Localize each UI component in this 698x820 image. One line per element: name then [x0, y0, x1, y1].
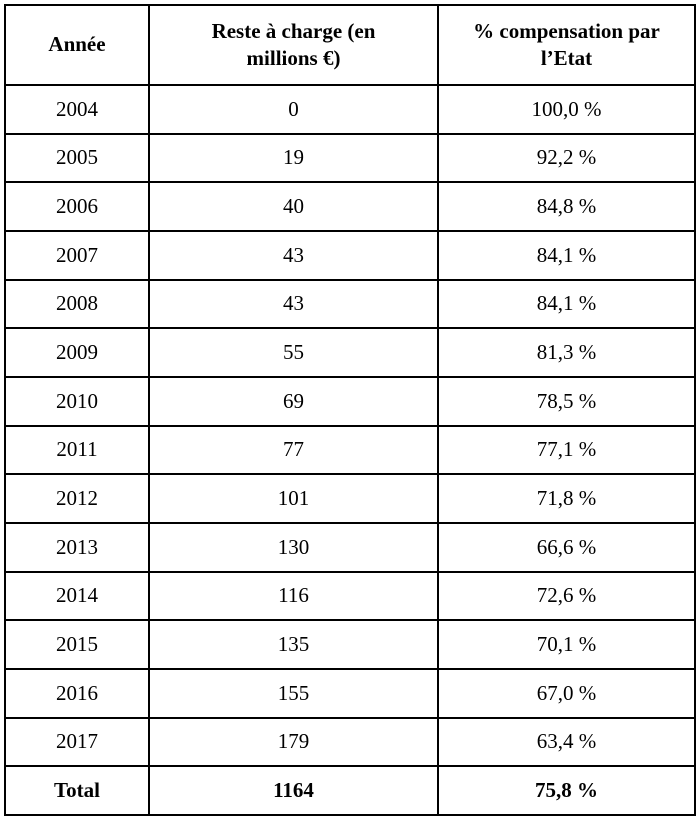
year-cell: 2017 — [4, 716, 150, 768]
table-row: 2009 55 81,3 % — [4, 327, 696, 378]
header-compensation-etat: % compensation par l’Etat — [437, 4, 696, 86]
compensation-table: Année Reste à charge (en millions €) % c… — [4, 4, 696, 816]
year-cell: 2006 — [4, 181, 150, 232]
percent-cell: 84,1 % — [437, 278, 696, 330]
table-row: 2013 130 66,6 % — [4, 521, 696, 573]
amount-cell: 155 — [148, 667, 439, 719]
total-row: Total 1164 75,8 % — [4, 765, 696, 816]
header-annee: Année — [4, 4, 150, 86]
year-cell: 2014 — [4, 570, 150, 622]
table-row: 2011 77 77,1 % — [4, 424, 696, 476]
percent-cell: 78,5 % — [437, 375, 696, 427]
amount-cell: 101 — [148, 473, 439, 524]
year-cell: 2005 — [4, 132, 150, 184]
percent-cell: 77,1 % — [437, 424, 696, 476]
amount-cell: 130 — [148, 521, 439, 573]
percent-cell: 70,1 % — [437, 619, 696, 670]
percent-cell: 75,8 % — [437, 765, 696, 816]
percent-cell: 67,0 % — [437, 667, 696, 719]
year-cell: 2007 — [4, 229, 150, 281]
header-row: Année Reste à charge (en millions €) % c… — [4, 4, 696, 86]
amount-cell: 43 — [148, 229, 439, 281]
year-cell: 2008 — [4, 278, 150, 330]
amount-cell: 19 — [148, 132, 439, 184]
year-cell: 2004 — [4, 84, 150, 135]
table-row: 2005 19 92,2 % — [4, 132, 696, 184]
percent-cell: 84,8 % — [437, 181, 696, 232]
percent-cell: 72,6 % — [437, 570, 696, 622]
year-cell: 2011 — [4, 424, 150, 476]
table-row: 2016 155 67,0 % — [4, 667, 696, 719]
amount-cell: 77 — [148, 424, 439, 476]
table-row: 2012 101 71,8 % — [4, 473, 696, 524]
percent-cell: 84,1 % — [437, 229, 696, 281]
table-row: 2007 43 84,1 % — [4, 229, 696, 281]
percent-cell: 81,3 % — [437, 327, 696, 378]
year-cell: 2009 — [4, 327, 150, 378]
table-row: 2004 0 100,0 % — [4, 84, 696, 135]
amount-cell: 135 — [148, 619, 439, 670]
table-body: 2004 0 100,0 % 2005 19 92,2 % 2006 40 84,8 % 2007… — [4, 84, 696, 816]
percent-cell: 100,0 % — [437, 84, 696, 135]
year-cell: 2013 — [4, 521, 150, 573]
percent-cell: 63,4 % — [437, 716, 696, 768]
table-row: 2008 43 84,1 % — [4, 278, 696, 330]
table-row: 2006 40 84,8 % — [4, 181, 696, 232]
table-row: 2015 135 70,1 % — [4, 619, 696, 670]
year-cell: 2012 — [4, 473, 150, 524]
table-row: 2010 69 78,5 % — [4, 375, 696, 427]
year-cell: Total — [4, 765, 150, 816]
amount-cell: 40 — [148, 181, 439, 232]
table-row: 2014 116 72,6 % — [4, 570, 696, 622]
percent-cell: 71,8 % — [437, 473, 696, 524]
amount-cell: 179 — [148, 716, 439, 768]
amount-cell: 69 — [148, 375, 439, 427]
amount-cell: 1164 — [148, 765, 439, 816]
header-reste-a-charge: Reste à charge (en millions €) — [148, 4, 439, 86]
amount-cell: 116 — [148, 570, 439, 622]
year-cell: 2015 — [4, 619, 150, 670]
year-cell: 2010 — [4, 375, 150, 427]
amount-cell: 43 — [148, 278, 439, 330]
year-cell: 2016 — [4, 667, 150, 719]
amount-cell: 55 — [148, 327, 439, 378]
percent-cell: 92,2 % — [437, 132, 696, 184]
amount-cell: 0 — [148, 84, 439, 135]
percent-cell: 66,6 % — [437, 521, 696, 573]
table-row: 2017 179 63,4 % — [4, 716, 696, 768]
